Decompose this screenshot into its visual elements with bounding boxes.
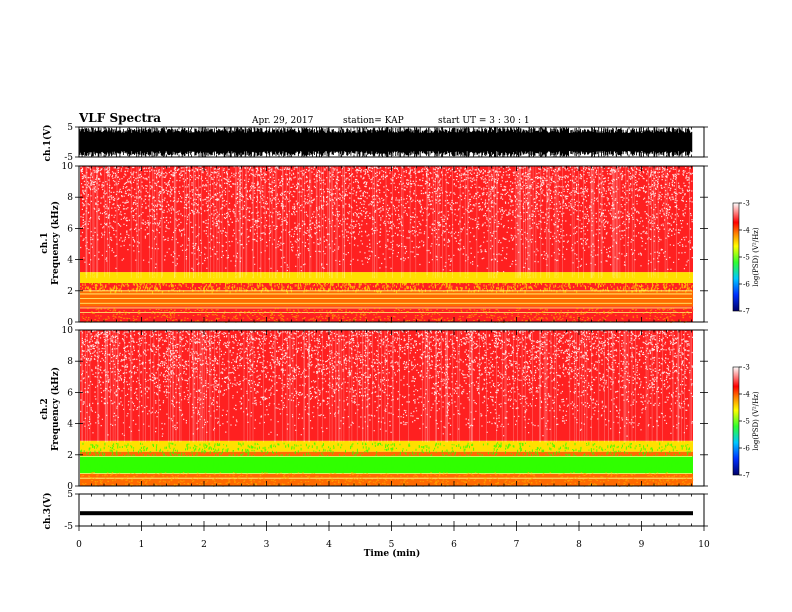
ch1-spectrogram-streaks <box>85 166 690 279</box>
ch1-spectrogram-panel: 0 2 4 6 8 10 <box>62 162 708 328</box>
ch1-waveform-panel: 5 -5 <box>64 123 708 163</box>
ch1-spectrogram-ylabel-channel: ch.1 <box>40 232 50 253</box>
colorbar-tick-label: -5 <box>743 254 750 262</box>
colorbar-tick-label: -6 <box>743 445 750 453</box>
ch2-spectrogram-streaks <box>81 330 692 443</box>
ch2-spectrogram-ytick-label: 8 <box>67 357 73 367</box>
ch2-spectrogram-panel: 0 2 4 6 8 10 <box>62 326 708 492</box>
ch2-colorbar: -3 -4 -5 -6 -7 log(PSD) (V²/Hz) <box>732 364 760 480</box>
ch2-spectrogram-ytick-label: 0 <box>67 482 73 492</box>
x-tick-label: 0 <box>76 540 82 550</box>
ch2-spectrogram-activity <box>80 442 693 474</box>
ch1-spectrogram-activity <box>80 273 693 294</box>
ch3-waveform-panel: 5 -50 1 2 3 4 5 6 7 8 9 10 <box>64 490 710 550</box>
ch1-waveform-trace <box>79 127 693 157</box>
ch3-waveform-trace <box>80 511 693 516</box>
ch1-spectrogram-ytick-label: 6 <box>67 224 73 234</box>
x-axis-label: Time (min) <box>364 548 421 559</box>
x-tick-label: 6 <box>451 540 457 550</box>
ch1-waveform-ytick-label: 5 <box>67 123 73 133</box>
ch1-waveform-ytick-label: -5 <box>64 153 73 163</box>
ch3-waveform-ylabel: ch.3(V) <box>42 493 53 530</box>
colorbar-tick-label: -7 <box>743 472 750 480</box>
x-tick-label: 4 <box>326 540 332 550</box>
ch1-spectrogram-noise-light <box>80 166 694 273</box>
colorbar-tick-label: -4 <box>743 391 750 399</box>
ch1-spectrogram-ytick-label: 0 <box>67 318 73 328</box>
ch2-spectrogram-ytick-label: 6 <box>67 388 73 398</box>
ch2-spectrogram-noise-light <box>80 330 694 437</box>
ch2-spectrogram-ylabel-frequency: Frequency (kHz) <box>50 367 61 451</box>
ch2-spectrogram-band-0 <box>80 473 693 486</box>
x-tick-label: 9 <box>639 540 645 550</box>
ch1-spectrogram-ylabel-frequency: Frequency (kHz) <box>50 201 61 285</box>
colorbar-label: log(PSD) (V²/Hz) <box>752 391 760 450</box>
start-time-label: start UT = 3 : 30 : 1 <box>438 116 530 126</box>
colorbar-tick-label: -3 <box>743 200 750 208</box>
ch2-spectrogram-band-3 <box>80 440 693 452</box>
x-tick-label: 7 <box>514 540 520 550</box>
ch2-spectrogram-band-4 <box>80 330 693 441</box>
x-tick-label: 10 <box>698 540 710 550</box>
ch3-waveform-ytick-label: -5 <box>64 522 73 532</box>
x-tick-label: 3 <box>264 540 270 550</box>
date-label: Apr. 29, 2017 <box>251 116 314 126</box>
ch1-waveform-ylabel: ch.1(V) <box>42 125 53 162</box>
x-tick-label: 1 <box>139 540 145 550</box>
ch2-spectrogram-ytick-label: 2 <box>67 451 73 461</box>
ch2-spectrogram-ytick-label: 10 <box>62 326 74 336</box>
ch2-spectrogram-ylabel-channel: ch.2 <box>40 398 50 419</box>
x-tick-label: 5 <box>389 540 395 550</box>
figure-title: VLF Spectra <box>78 111 161 125</box>
ch2-spectrogram-low-speckle <box>81 472 694 487</box>
ch2-spectrogram-band-1 <box>80 456 693 474</box>
ch2-spectrogram-ytick-label: 4 <box>67 420 73 430</box>
colorbar-scale <box>732 366 740 476</box>
ch1-colorbar: -3 -4 -5 -6 -7 log(PSD) (V²/Hz) <box>732 200 760 316</box>
ch1-spectrogram-ytick-label: 10 <box>62 162 74 172</box>
colorbar-label: log(PSD) (V²/Hz) <box>752 227 760 286</box>
colorbar-tick-label: -4 <box>743 227 750 235</box>
ch1-spectrogram-band-3 <box>80 272 693 283</box>
ch1-spectrogram-low-speckle <box>81 308 694 323</box>
station-label: station= KAP <box>343 116 404 126</box>
colorbar-tick-label: -7 <box>743 308 750 316</box>
colorbar-tick-label: -3 <box>743 364 750 372</box>
ch1-spectrogram-ytick-label: 2 <box>67 287 73 297</box>
ch2-spectrogram-band-2 <box>80 451 693 457</box>
ch1-spectrogram-ytick-label: 8 <box>67 193 73 203</box>
x-tick-label: 2 <box>201 540 207 550</box>
colorbar-tick-label: -5 <box>743 418 750 426</box>
ch1-spectrogram-ytick-label: 4 <box>67 256 73 266</box>
ch3-waveform-ytick-label: 5 <box>67 490 73 500</box>
x-tick-label: 8 <box>576 540 582 550</box>
colorbar-scale <box>732 202 740 312</box>
colorbar-tick-label: -6 <box>743 281 750 289</box>
